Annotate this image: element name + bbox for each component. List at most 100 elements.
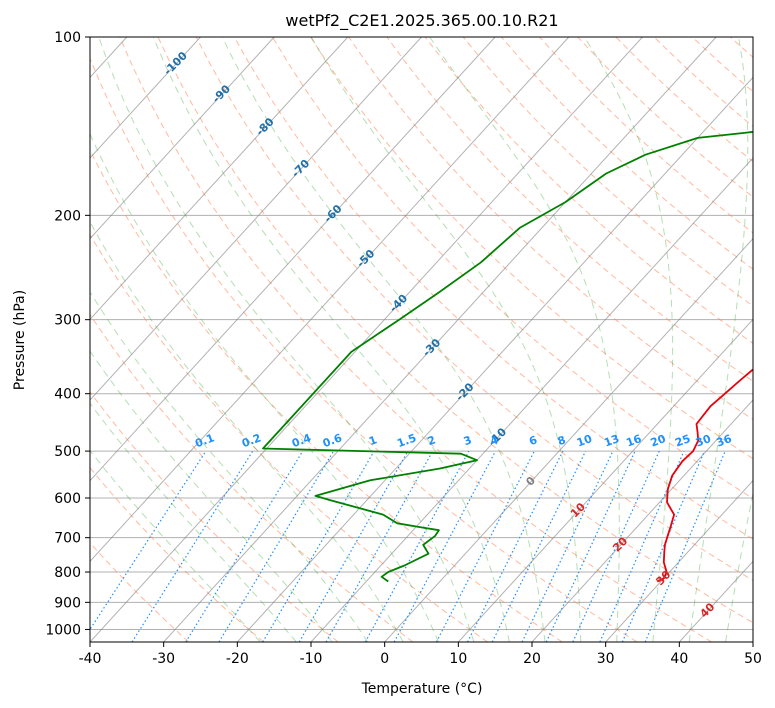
chart-title: wetPf2_C2E1.2025.365.00.10.R21 <box>285 11 558 31</box>
x-tick-label: -10 <box>300 651 323 667</box>
y-tick-label: 700 <box>54 531 81 547</box>
moist-adiabat-line <box>583 37 674 642</box>
mixing-ratio-line <box>599 450 685 642</box>
dry-adiabat-line <box>90 57 638 642</box>
mixing-ratio-label: 25 <box>673 432 692 449</box>
x-axis-label: Temperature (°C) <box>361 681 483 697</box>
y-tick-label: 200 <box>54 208 81 224</box>
dry-adiabat-line <box>90 466 264 642</box>
y-tick-label: 800 <box>54 565 81 581</box>
dry-adiabat-line <box>119 37 712 642</box>
axes: -40 -30 -20 -10 0 10 20 30 40 5010020030040050060… <box>45 30 762 667</box>
mixing-ratio-label: 8 <box>556 433 568 448</box>
dry-adiabat-line <box>424 37 753 344</box>
plot-area <box>90 37 775 642</box>
dry-adiabat-line <box>348 37 753 421</box>
mixing-ratio-label: 0.1 <box>193 431 216 450</box>
y-axis-label: Pressure (hPa) <box>12 290 28 390</box>
skewed-isotherm-line <box>163 37 717 642</box>
dry-adiabat-line <box>615 37 753 163</box>
temperature-profile-line <box>656 368 753 583</box>
skewed-isotherm-line <box>90 37 570 563</box>
x-tick-label: 40 <box>670 651 688 667</box>
y-tick-label: 100 <box>54 30 81 46</box>
mixing-ratio-line <box>298 450 409 642</box>
skewed-isotherm-line <box>457 318 753 642</box>
moist-adiabat-line <box>90 449 261 642</box>
mixing-ratio-label: 2 <box>426 433 438 448</box>
mixing-ratio-line <box>521 450 614 642</box>
moist-adiabat-line <box>429 37 620 642</box>
dry-adiabat-line <box>386 37 753 382</box>
moist-adiabat-line <box>221 37 546 642</box>
mixing-ratio-label: 36 <box>715 432 734 450</box>
mixing-ratio-label: 0.6 <box>321 431 344 450</box>
y-tick-label: 900 <box>54 595 81 611</box>
dry-adiabat-line <box>272 37 753 500</box>
moist-adiabat-line <box>310 37 582 642</box>
mixing-ratio-line <box>621 450 706 642</box>
moist-adiabat-line <box>90 291 369 642</box>
mixing-ratio-line <box>572 450 660 642</box>
mixing-ratio-line <box>185 450 304 642</box>
skewed-isotherm-line <box>90 37 201 159</box>
mixing-ratio-label: 3 <box>462 433 474 448</box>
x-tick-label: 0 <box>380 651 389 667</box>
mixing-ratio-label: 1.5 <box>395 431 418 450</box>
moist-adiabat-line <box>90 132 439 642</box>
x-tick-label: 20 <box>523 651 541 667</box>
mixing-ratio-label: 4 <box>488 433 500 448</box>
skewed-isotherm-line <box>90 37 496 482</box>
y-tick-label: 300 <box>54 313 81 329</box>
dry-adiabat-line <box>90 233 488 642</box>
skewed-isotherm-line <box>90 37 643 642</box>
dry-adiabat-line <box>90 542 190 642</box>
moist-adiabat-line <box>152 37 510 642</box>
y-tick-label: 400 <box>54 387 81 403</box>
mixing-ratio-line <box>131 450 254 642</box>
moist-adiabat-line <box>98 37 475 642</box>
mixing-ratio-label: 30 <box>694 432 713 450</box>
dry-adiabat-line <box>539 37 753 234</box>
moist-adiabat-line <box>90 220 404 642</box>
dry-adiabat-line <box>157 37 753 624</box>
x-tick-label: 10 <box>449 651 467 667</box>
mixing-ratio-line <box>491 450 587 642</box>
y-tick-label: 1000 <box>45 622 81 638</box>
dry-adiabat-line <box>769 37 775 642</box>
dry-adiabat-line <box>195 37 753 582</box>
mixing-ratio-label: 0.4 <box>290 431 313 450</box>
skewed-isotherm-line <box>605 479 753 642</box>
mixing-ratio-label: 20 <box>649 432 668 450</box>
mixing-ratio-label: 1 <box>367 433 379 448</box>
iso-labels: -100-90-80-70-60-50-40-30-20-10010203040… <box>161 49 734 620</box>
mixing-ratio-label: 16 <box>624 432 643 450</box>
mixing-ratio-line <box>325 450 434 642</box>
dry-adiabat-line <box>90 391 339 642</box>
mixing-ratio-line <box>644 450 726 642</box>
mixing-ratio-line <box>393 450 497 642</box>
mixing-ratio-label: 6 <box>527 433 539 448</box>
mixing-ratio-line <box>218 450 335 642</box>
skewed-isotherm-line <box>90 37 275 240</box>
mixing-ratio-label: 0.2 <box>240 431 263 450</box>
skewed-isotherm-line <box>384 237 753 642</box>
skewed-isotherm-line <box>752 641 753 642</box>
x-tick-label: -20 <box>226 651 249 667</box>
mixing-ratio-line <box>262 450 375 642</box>
dry-adiabat-line <box>577 37 753 198</box>
moist-adiabat-line <box>90 350 333 642</box>
mixing-ratio-label: 10 <box>575 432 594 450</box>
skewed-isotherm-line <box>90 37 349 321</box>
dry-adiabat-line <box>310 37 753 460</box>
mixing-ratio-line <box>545 450 636 642</box>
mixing-ratio-line <box>364 450 470 642</box>
skewed-isotherm-line <box>531 399 753 642</box>
mixing-ratio-label: 13 <box>602 432 621 449</box>
dewpoint-profile-line <box>262 130 753 583</box>
mixing-ratio-line <box>466 450 564 642</box>
moist-adiabat-line <box>90 402 297 642</box>
x-tick-label: -40 <box>79 651 102 667</box>
x-tick-label: -30 <box>152 651 175 667</box>
